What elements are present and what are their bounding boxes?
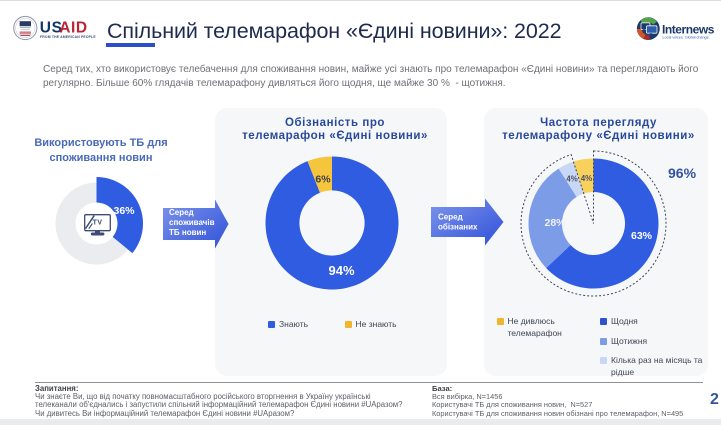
svg-text:Local voices. Global change.: Local voices. Global change. [663,35,710,39]
svg-text:FROM THE AMERICAN PEOPLE: FROM THE AMERICAN PEOPLE [40,35,96,39]
svg-text:94%: 94% [329,263,355,278]
svg-text:споживачів: споживачів [169,218,215,227]
svg-text:28%: 28% [544,217,566,229]
svg-text:6%: 6% [316,174,332,186]
svg-text:ТБ новин: ТБ новин [169,228,206,237]
svg-text:Серед: Серед [169,208,194,217]
svg-text:TV: TV [93,219,103,226]
svg-text:обізнаних: обізнаних [438,223,478,232]
svg-text:Internews: Internews [662,22,715,36]
svg-text:AID: AID [59,20,87,37]
svg-text:4%: 4% [566,175,578,184]
svg-text:Серед: Серед [438,213,463,222]
svg-text:36%: 36% [114,205,136,217]
svg-text:63%: 63% [631,230,653,242]
svg-text:US: US [40,20,63,37]
svg-text:4%: 4% [581,174,593,183]
